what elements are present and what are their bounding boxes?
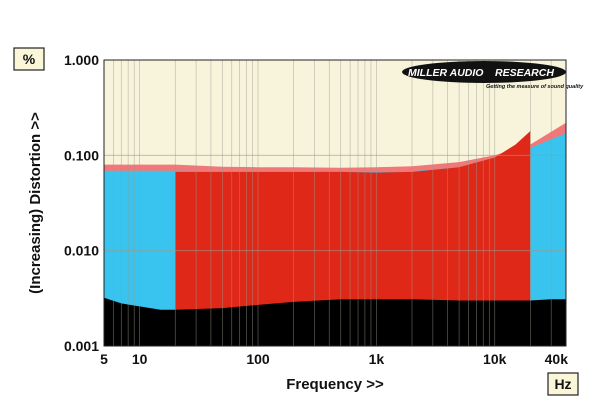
y-tick-labels: 0.001 0.010 0.100 1.000 bbox=[64, 52, 99, 354]
x-tick-label: 1k bbox=[369, 351, 385, 367]
miller-audio-research-logo: MILLER AUDIO RESEARCH Getting the measur… bbox=[402, 61, 584, 90]
x-tick-label: 10 bbox=[132, 351, 148, 367]
logo-word-research: RESEARCH bbox=[495, 67, 554, 79]
x-tick-label: 100 bbox=[246, 351, 270, 367]
y-tick-label: 0.010 bbox=[64, 243, 99, 259]
logo-tagline: Getting the measure of sound quality bbox=[486, 84, 584, 90]
x-unit-label: Hz bbox=[554, 376, 571, 392]
y-unit-box: % bbox=[13, 47, 45, 71]
y-tick-label: 1.000 bbox=[64, 52, 99, 68]
series-area-4 bbox=[104, 297, 566, 346]
x-unit-box: Hz bbox=[547, 372, 579, 396]
x-tick-labels: 5 10 100 1k 10k 40k bbox=[100, 351, 568, 367]
y-tick-label: 0.100 bbox=[64, 147, 99, 163]
logo-word-miller-audio: MILLER AUDIO bbox=[408, 67, 483, 79]
y-axis-title: (Increasing) Distortion >> bbox=[27, 112, 44, 294]
x-axis-title: Frequency >> bbox=[286, 376, 384, 393]
area-layer bbox=[104, 122, 566, 346]
plot-border bbox=[103, 59, 567, 347]
y-unit-label: % bbox=[23, 51, 36, 67]
y-tick-label: 0.001 bbox=[64, 338, 99, 354]
x-tick-label: 10k bbox=[483, 351, 507, 367]
x-tick-label: 40k bbox=[545, 351, 569, 367]
grid-lines bbox=[104, 60, 566, 346]
x-tick-label: 5 bbox=[100, 351, 108, 367]
series-area-3 bbox=[175, 131, 531, 346]
